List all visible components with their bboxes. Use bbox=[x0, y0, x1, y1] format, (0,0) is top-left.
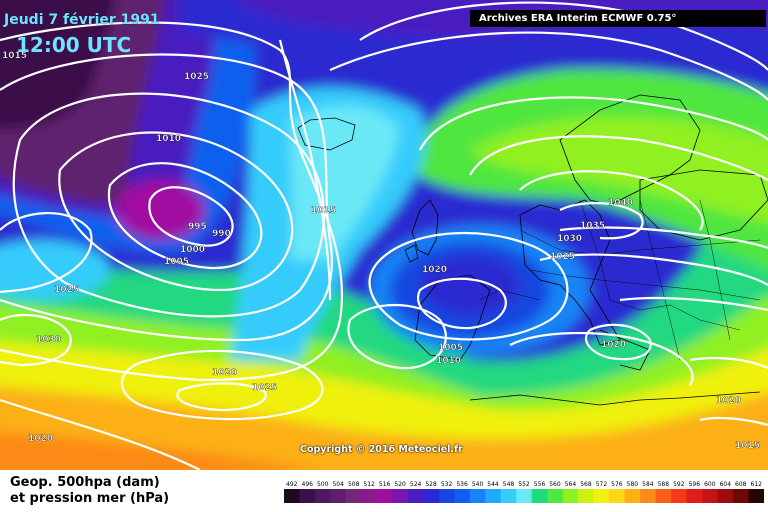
legend-title-pressure: et pression mer (hPa) bbox=[10, 491, 170, 506]
scale-tick-label: 568 bbox=[580, 481, 592, 488]
scale-swatch bbox=[733, 489, 749, 503]
scale-swatch bbox=[345, 489, 362, 503]
scale-tick-label: 536 bbox=[456, 481, 468, 488]
scale-tick-label: 584 bbox=[642, 481, 654, 488]
scale-tick-label: 560 bbox=[549, 481, 561, 488]
scale-tick-label: 508 bbox=[348, 481, 360, 488]
scale-tick-label: 564 bbox=[565, 481, 577, 488]
scale-swatch bbox=[330, 489, 347, 503]
scale-tick-label: 604 bbox=[720, 481, 732, 488]
scale-tick-label: 608 bbox=[735, 481, 747, 488]
scale-tick-label: 512 bbox=[363, 481, 375, 488]
isobar-label: 1020 bbox=[212, 368, 237, 378]
scale-swatch bbox=[624, 489, 641, 503]
scale-tick-label: 596 bbox=[689, 481, 701, 488]
scale-swatch bbox=[423, 489, 440, 503]
scale-tick-label: 492 bbox=[286, 481, 298, 488]
scale-tick-label: 540 bbox=[472, 481, 484, 488]
isobar-label: 995 bbox=[188, 222, 207, 232]
scale-tick-label: 612 bbox=[751, 481, 763, 488]
legend-bar: Geop. 500hpa (dam) et pression mer (hPa)… bbox=[0, 470, 768, 512]
map-date: Jeudi 7 février 1991 bbox=[4, 12, 160, 28]
scale-tick-label: 552 bbox=[518, 481, 530, 488]
scale-swatch bbox=[407, 489, 424, 503]
scale-swatch bbox=[578, 489, 594, 503]
scale-swatch bbox=[438, 489, 455, 503]
isobar-label: 1015 bbox=[2, 51, 27, 61]
isobar-label: 1020 bbox=[422, 265, 447, 275]
scale-swatch bbox=[562, 489, 579, 503]
scale-swatch bbox=[454, 489, 471, 503]
scale-tick-label: 576 bbox=[611, 481, 623, 488]
scale-tick-label: 600 bbox=[704, 481, 716, 488]
copyright-notice: Copyright © 2016 Meteociel.fr bbox=[300, 444, 463, 455]
scale-tick-label: 580 bbox=[627, 481, 639, 488]
scale-swatch bbox=[655, 489, 672, 503]
scale-swatch bbox=[299, 489, 316, 503]
map-time: 12:00 UTC bbox=[16, 33, 132, 57]
scale-tick-label: 532 bbox=[441, 481, 453, 488]
isobar-label: 1005 bbox=[164, 257, 189, 267]
isobar-label: 1030 bbox=[557, 234, 582, 244]
geopotential-map: 1015 1025 1010 995 990 1000 1005 1015 10… bbox=[0, 0, 768, 470]
scale-tick-label: 520 bbox=[394, 481, 406, 488]
isobar-label: 1025 bbox=[54, 285, 79, 295]
isobar-label: 1025 bbox=[550, 252, 575, 262]
coastlines bbox=[297, 94, 768, 406]
scale-tick-label: 556 bbox=[534, 481, 546, 488]
scale-tick-label: 504 bbox=[332, 481, 344, 488]
scale-swatch bbox=[392, 489, 409, 503]
isobar-label: 1035 bbox=[580, 221, 605, 231]
scale-swatch bbox=[671, 489, 687, 503]
isobar-label: 1010 bbox=[156, 134, 181, 144]
country-borders bbox=[479, 199, 761, 361]
scale-swatch bbox=[593, 489, 610, 503]
scale-tick-label: 592 bbox=[673, 481, 685, 488]
scale-swatch bbox=[284, 489, 300, 503]
isobar-label: 1000 bbox=[180, 245, 205, 255]
scale-tick-label: 588 bbox=[658, 481, 670, 488]
scale-tick-label: 572 bbox=[596, 481, 608, 488]
scale-swatch bbox=[748, 489, 764, 503]
isobar-label: 1020 bbox=[716, 396, 741, 406]
scale-tick-label: 500 bbox=[317, 481, 329, 488]
scale-tick-label: 516 bbox=[379, 481, 391, 488]
isobar-label: 1025 bbox=[184, 72, 209, 82]
scale-tick-label: 544 bbox=[487, 481, 499, 488]
scale-swatch bbox=[485, 489, 502, 503]
isobar-label: 1015 bbox=[735, 441, 760, 451]
scale-tick-label: 548 bbox=[503, 481, 515, 488]
scale-swatch bbox=[640, 489, 656, 503]
isobar-label: 1005 bbox=[438, 343, 463, 353]
scale-swatch bbox=[361, 489, 378, 503]
scale-swatch bbox=[717, 489, 734, 503]
scale-swatch bbox=[516, 489, 533, 503]
scale-swatch bbox=[531, 489, 548, 503]
scale-tick-label: 524 bbox=[410, 481, 422, 488]
scale-swatch bbox=[609, 489, 625, 503]
scale-swatch bbox=[500, 489, 517, 503]
isobar-label: 1015 bbox=[311, 206, 336, 216]
isobar-label: 1030 bbox=[36, 335, 61, 345]
scale-swatch bbox=[376, 489, 393, 503]
scale-swatch bbox=[314, 489, 331, 503]
isobar-label: 1020 bbox=[601, 340, 626, 350]
legend-title-geopotential: Geop. 500hpa (dam) bbox=[10, 475, 160, 490]
scale-tick-label: 496 bbox=[302, 481, 314, 488]
isobar-labels: 1015 1025 1010 995 990 1000 1005 1015 10… bbox=[2, 51, 760, 451]
isobar-label: 1010 bbox=[436, 356, 461, 366]
scale-swatch bbox=[469, 489, 486, 503]
scale-swatch bbox=[686, 489, 703, 503]
isobars bbox=[0, 1, 768, 470]
isobar-label: 1025 bbox=[252, 383, 277, 393]
scale-tick-label: 528 bbox=[425, 481, 437, 488]
isobar-label: 1040 bbox=[608, 198, 633, 208]
archive-banner: Archives ERA Interim ECMWF 0.75° bbox=[470, 10, 766, 27]
isobar-label: 1020 bbox=[28, 434, 53, 444]
isobar-label: 990 bbox=[212, 229, 231, 239]
scale-swatch bbox=[702, 489, 718, 503]
scale-swatch bbox=[547, 489, 564, 503]
color-scale: 492 496 500 504 508 512 516 520 524 528 532 536 540 5… bbox=[284, 481, 764, 503]
